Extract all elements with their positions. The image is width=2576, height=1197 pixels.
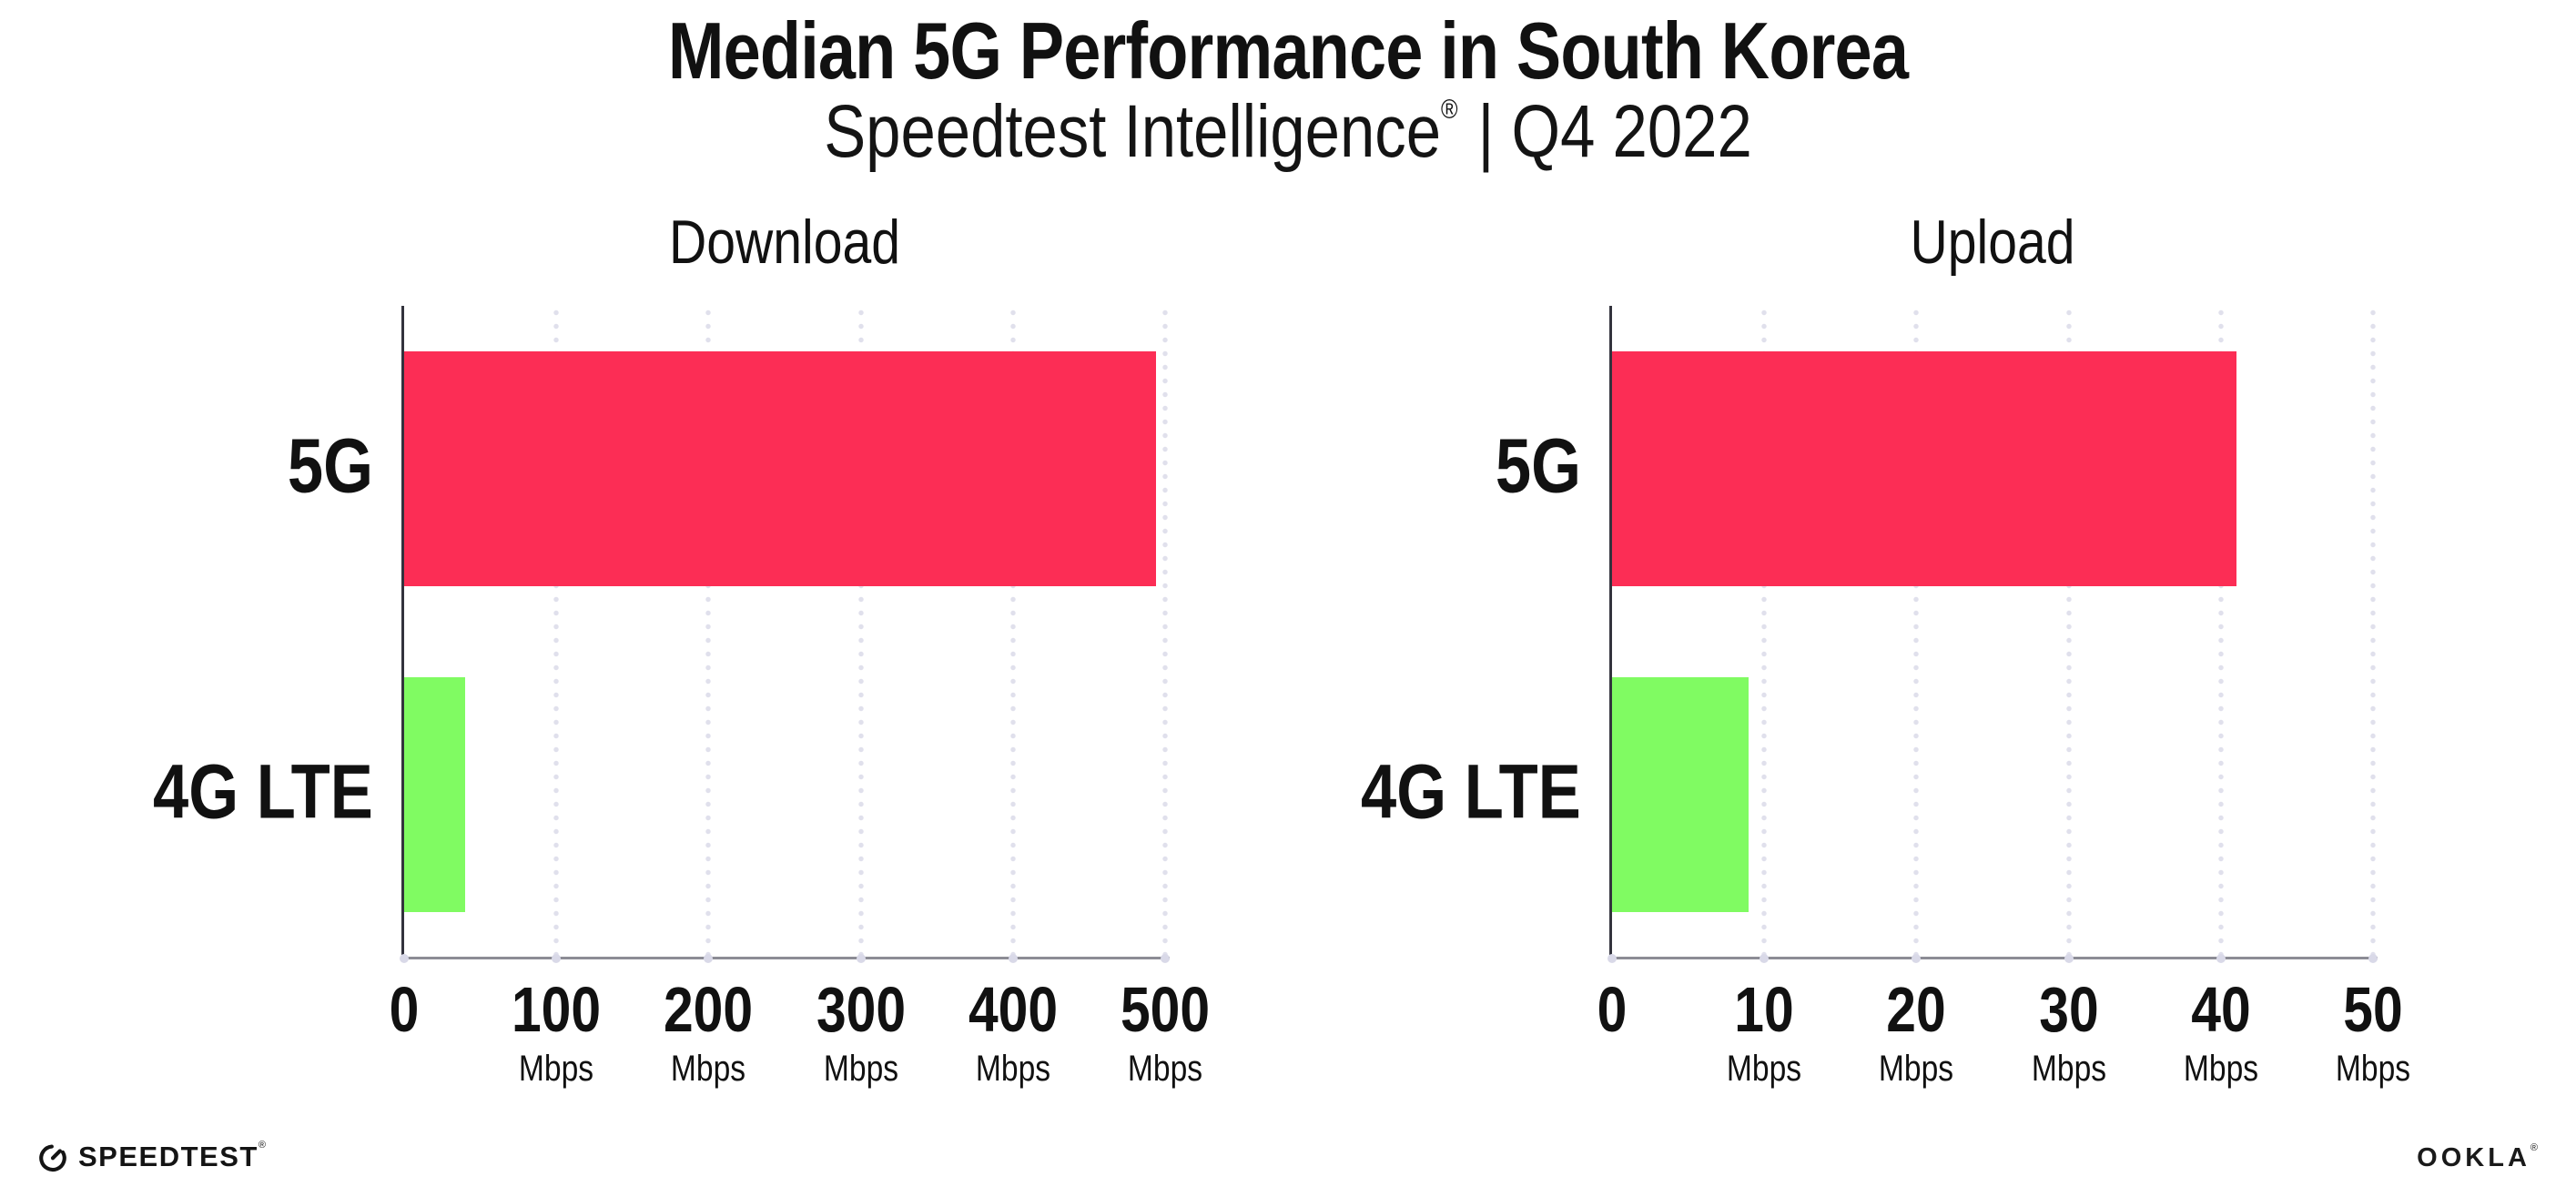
bar-5g xyxy=(1612,351,2236,586)
gridline-300 xyxy=(857,306,864,959)
category-label-4g-lte: 4G LTE xyxy=(153,748,373,835)
gridline-100 xyxy=(553,306,560,959)
gridline-10 xyxy=(1761,306,1768,959)
gridline-40 xyxy=(2217,306,2224,959)
tick-value: 50 xyxy=(2343,974,2403,1045)
x-tick-100: 100 Mbps xyxy=(503,978,610,1087)
x-tick-10: 10 Mbps xyxy=(1719,978,1809,1087)
subtitle: Speedtest Intelligence® | Q4 2022 xyxy=(206,95,2369,169)
download-x-axis-ticks: 0 100 Mbps 200 Mbps 300 Mbps 400 Mbps 500 Mbps xyxy=(390,958,1210,1103)
bar-4g-lte xyxy=(1612,677,1749,912)
x-tick-20: 20 Mbps xyxy=(1871,978,1961,1087)
tick-unit: Mbps xyxy=(2335,1049,2411,1089)
x-tick-400: 400 Mbps xyxy=(959,978,1066,1087)
x-tick-500: 500 Mbps xyxy=(1112,978,1219,1087)
upload-chart-panel: Upload 0 10 Mbps 20 Mbps 30 Mbps 40 Mbps 50 Mbps 5… xyxy=(1361,211,2410,1087)
tick-value: 40 xyxy=(2191,974,2251,1045)
speedtest-gauge-icon xyxy=(39,1144,66,1172)
tick-value: 10 xyxy=(1734,974,1794,1045)
tick-value: 500 xyxy=(1120,974,1211,1045)
gridline-30 xyxy=(2065,306,2072,959)
x-tick-200: 200 Mbps xyxy=(655,978,762,1087)
tick-unit: Mbps xyxy=(1127,1049,1203,1089)
tick-value: 400 xyxy=(968,974,1058,1045)
gridline-50 xyxy=(2370,306,2376,959)
x-tick-40: 40 Mbps xyxy=(2176,978,2266,1087)
tick-value: 0 xyxy=(1597,974,1628,1045)
bar-4g-lte xyxy=(404,677,465,912)
download-plot-area xyxy=(400,306,1170,963)
ookla-registered-mark: ® xyxy=(2530,1142,2541,1153)
speedtest-logo: SPEEDTEST® xyxy=(36,1140,267,1172)
tick-unit: Mbps xyxy=(671,1049,746,1089)
upload-x-axis-ticks: 0 10 Mbps 20 Mbps 30 Mbps 40 Mbps 50 Mbps xyxy=(1597,958,2410,1103)
axis-tick-dot xyxy=(856,954,866,963)
download-chart-title: Download xyxy=(668,208,901,277)
gridline-400 xyxy=(1009,306,1016,959)
ookla-wordmark: OOKLA xyxy=(2417,1143,2530,1172)
gridline-500 xyxy=(1162,306,1168,959)
ookla-logo: OOKLA® xyxy=(2417,1142,2541,1172)
tick-value: 30 xyxy=(2038,974,2099,1045)
tick-value: 300 xyxy=(816,974,906,1045)
upload-chart-title: Upload xyxy=(1910,208,2075,277)
upload-plot-area xyxy=(1607,306,2378,963)
tick-unit: Mbps xyxy=(1879,1049,1954,1089)
speedtest-registered-mark: ® xyxy=(258,1139,268,1151)
tick-unit: Mbps xyxy=(2183,1049,2258,1089)
tick-unit: Mbps xyxy=(1727,1049,1802,1089)
gridline-200 xyxy=(705,306,712,959)
tick-value: 20 xyxy=(1886,974,1947,1045)
tick-unit: Mbps xyxy=(823,1049,898,1089)
x-tick-300: 300 Mbps xyxy=(807,978,914,1087)
x-tick-30: 30 Mbps xyxy=(2024,978,2114,1087)
axis-tick-dot xyxy=(704,954,714,963)
axis-tick-dot xyxy=(1161,954,1170,963)
speedtest-wordmark: SPEEDTEST® xyxy=(78,1139,268,1172)
registered-mark: ® xyxy=(1441,95,1458,125)
tick-value: 200 xyxy=(664,974,754,1045)
download-chart-panel: Download 0 100 Mbps 200 Mbps 300 Mbps 400 Mbps 50… xyxy=(153,211,1210,1087)
x-tick-0: 0 xyxy=(387,978,422,1041)
gridline-20 xyxy=(1913,306,1920,959)
axis-tick-dot xyxy=(2368,954,2378,963)
axis-tick-dot xyxy=(2216,954,2226,963)
axis-tick-dot xyxy=(1607,954,1617,963)
axis-tick-dot xyxy=(1008,954,1018,963)
axis-tick-dot xyxy=(1912,954,1922,963)
x-tick-0: 0 xyxy=(1595,978,1630,1041)
bar-5g xyxy=(404,351,1156,586)
category-label-4g-lte: 4G LTE xyxy=(1361,748,1581,835)
axis-tick-dot xyxy=(552,954,562,963)
category-label-5g: 5G xyxy=(1495,422,1581,509)
tick-unit: Mbps xyxy=(975,1049,1050,1089)
tick-value: 0 xyxy=(389,974,420,1045)
tick-unit: Mbps xyxy=(2031,1049,2106,1089)
subtitle-period: | Q4 2022 xyxy=(1477,90,1752,173)
axis-tick-dot xyxy=(400,954,409,963)
main-title: Median 5G Performance in South Korea xyxy=(667,5,1909,96)
tick-unit: Mbps xyxy=(519,1049,594,1089)
subtitle-brand: Speedtest Intelligence xyxy=(824,90,1442,173)
axis-tick-dot xyxy=(2064,954,2074,963)
axis-tick-dot xyxy=(1760,954,1770,963)
category-label-5g: 5G xyxy=(287,422,373,509)
tick-value: 100 xyxy=(512,974,602,1045)
x-tick-50: 50 Mbps xyxy=(2328,978,2418,1087)
